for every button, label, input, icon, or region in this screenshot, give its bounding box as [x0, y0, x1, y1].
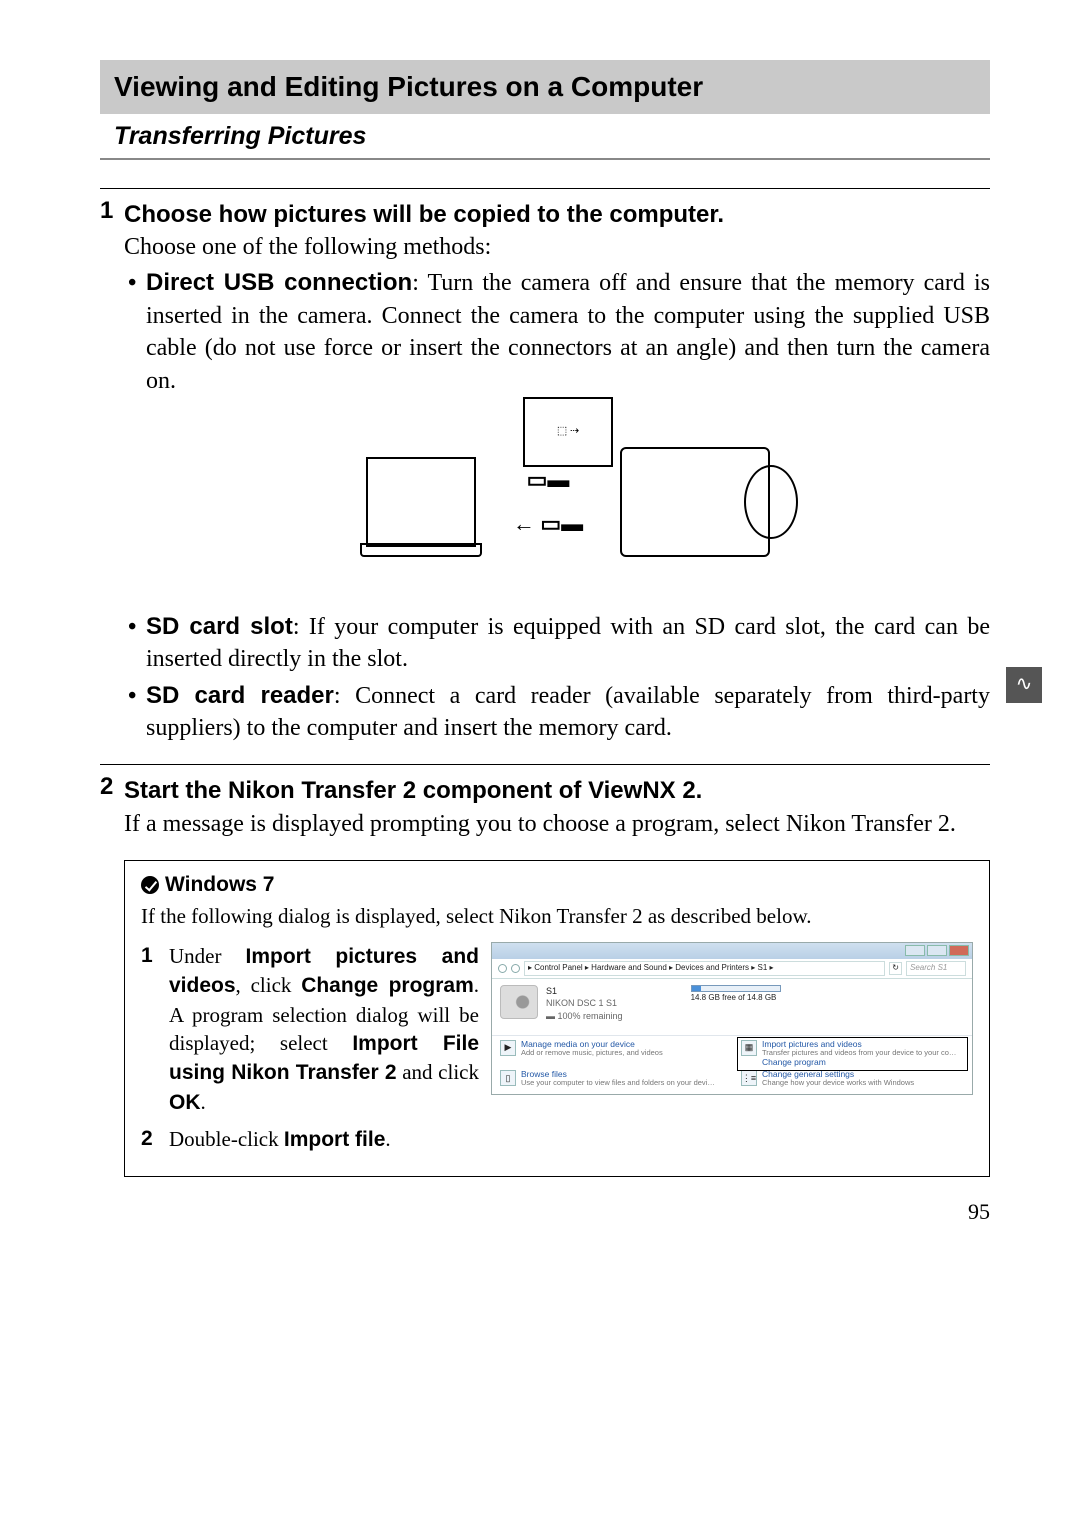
arrow-left-icon: ← ▭▬	[513, 509, 583, 539]
bullet-sd-slot: SD card slot: If your computer is equipp…	[124, 611, 990, 676]
note-item1-num: 1	[141, 942, 157, 970]
device-camera-icon	[500, 985, 538, 1019]
action-browse-files[interactable]: ▯ Browse files Use your computer to view…	[500, 1070, 723, 1088]
step-1-number: 1	[100, 195, 113, 227]
step-2-title: Start the Nikon Transfer 2 component of …	[124, 775, 990, 807]
usb-plug-icon: ▭▬	[527, 465, 570, 495]
step-2-number: 2	[100, 771, 113, 803]
change-program-link[interactable]: Change program	[762, 1058, 956, 1068]
play-icon: ▶	[500, 1040, 516, 1056]
action-change-settings[interactable]: ⋮≡ Change general settings Change how yo…	[741, 1070, 964, 1088]
breadcrumb[interactable]: ▸ Control Panel ▸ Hardware and Sound ▸ D…	[524, 961, 885, 976]
storage-text: 14.8 GB free of 14.8 GB	[691, 993, 781, 1004]
step-1-title: Choose how pictures will be copied to th…	[124, 199, 990, 231]
device-name: S1	[546, 985, 623, 998]
action-import-pictures[interactable]: ▦ Import pictures and videos Transfer pi…	[741, 1040, 964, 1068]
sd-reader-term: SD card reader	[146, 682, 334, 709]
subsection-title: Transferring Pictures	[100, 118, 990, 160]
laptop-icon	[366, 457, 476, 547]
note-intro: If the following dialog is displayed, se…	[141, 902, 973, 930]
action-manage-media[interactable]: ▶ Manage media on your device Add or rem…	[500, 1040, 723, 1068]
note-item1-text: Under Import pictures and videos, click …	[169, 942, 479, 1117]
page-number: 95	[100, 1197, 990, 1227]
note-icon	[141, 876, 159, 894]
section-title: Viewing and Editing Pictures on a Comput…	[100, 60, 990, 114]
windows7-note: Windows 7 If the following dialog is dis…	[124, 860, 990, 1177]
note-title: Windows 7	[165, 871, 274, 899]
step-1-intro: Choose one of the following methods:	[124, 231, 990, 263]
close-button[interactable]	[949, 945, 969, 956]
note-item2-text: Double-click Import file.	[169, 1125, 973, 1154]
step-2: 2 Start the Nikon Transfer 2 component o…	[100, 764, 990, 1177]
bullet-usb: Direct USB connection: Turn the camera o…	[124, 267, 990, 597]
usb-connection-illustration: ⬚ ⇢ ▭▬ ← ▭▬	[348, 407, 788, 597]
maximize-button[interactable]	[927, 945, 947, 956]
bullet-sd-reader: SD card reader: Connect a card reader (a…	[124, 680, 990, 745]
usb-term: Direct USB connection	[146, 269, 412, 296]
nav-back-icon[interactable]	[498, 964, 507, 973]
nav-forward-icon[interactable]	[511, 964, 520, 973]
sd-slot-term: SD card slot	[146, 613, 293, 640]
step-1: 1 Choose how pictures will be copied to …	[100, 188, 990, 745]
picture-icon: ▦	[741, 1040, 757, 1056]
usb-port-callout: ⬚ ⇢	[523, 397, 613, 467]
settings-icon: ⋮≡	[741, 1070, 757, 1086]
battery-status: ▬ 100% remaining	[546, 1010, 623, 1023]
device-model: NIKON DSC 1 S1	[546, 997, 623, 1010]
win7-dialog: ▸ Control Panel ▸ Hardware and Sound ▸ D…	[491, 942, 973, 1095]
search-input[interactable]: Search S1	[906, 961, 966, 976]
refresh-icon[interactable]: ↻	[889, 962, 902, 975]
minimize-button[interactable]	[905, 945, 925, 956]
note-item2-num: 2	[141, 1125, 157, 1153]
storage-bar	[691, 985, 781, 992]
win7-titlebar	[492, 943, 972, 959]
section-tab-icon: ∿	[1006, 667, 1042, 703]
folder-icon: ▯	[500, 1070, 516, 1086]
step-2-text: If a message is displayed prompting you …	[124, 808, 990, 840]
camera-icon	[620, 447, 770, 557]
